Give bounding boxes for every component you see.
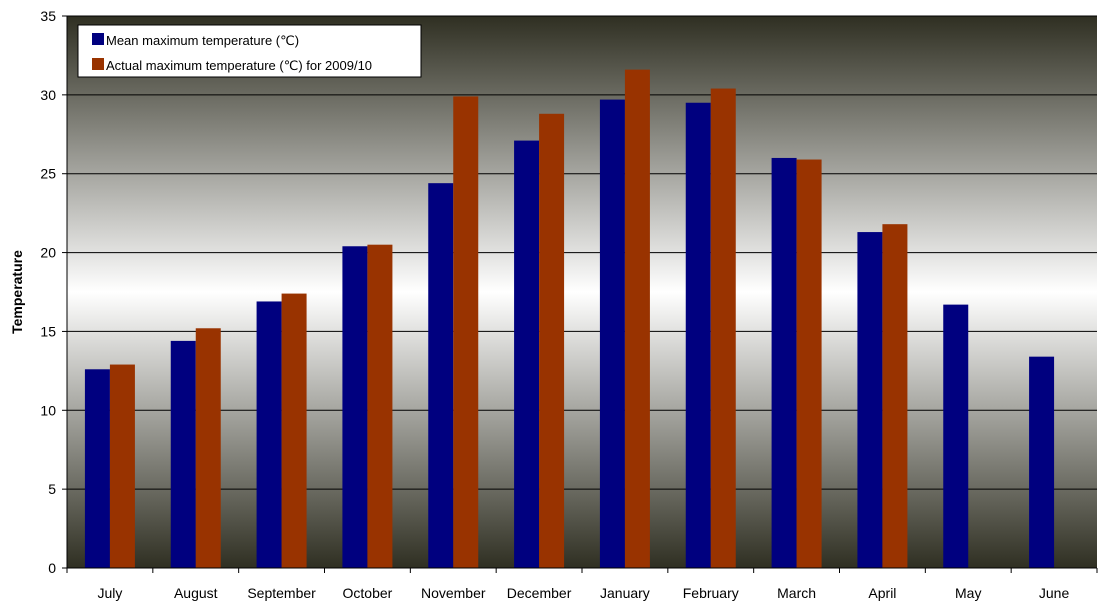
y-tick-label: 15 <box>40 323 56 339</box>
axes <box>62 15 1098 573</box>
x-tick-labels: July August September October November Decemb… <box>97 585 1069 601</box>
bar-mean-april <box>857 232 883 568</box>
plot-area <box>67 16 1097 568</box>
x-tick-label: November <box>421 585 486 601</box>
y-tick-label: 30 <box>40 87 56 103</box>
bar-mean-august <box>170 340 196 568</box>
bar-actual-july <box>109 364 135 568</box>
x-tick-label: March <box>777 585 816 601</box>
bar-actual-october <box>367 244 393 568</box>
legend-label-actual: Actual maximum temperature (℃) for 2009/… <box>106 58 372 73</box>
bar-mean-october <box>342 246 368 568</box>
bar-actual-november <box>453 96 479 568</box>
bar-mean-march <box>771 157 797 568</box>
gridlines <box>67 15 1097 490</box>
y-tick-label: 25 <box>40 166 56 182</box>
bar-actual-february <box>710 88 736 568</box>
bar-mean-february <box>685 102 711 568</box>
x-tick-label: February <box>683 585 739 601</box>
bar-mean-january <box>599 99 625 569</box>
y-axis-label: Temperature <box>9 250 25 334</box>
bar-mean-june <box>1029 356 1055 568</box>
y-tick-label: 5 <box>48 481 56 497</box>
x-tick-label: April <box>868 585 896 601</box>
x-tick-label: December <box>507 585 572 601</box>
legend-swatch-actual <box>92 58 104 70</box>
bar-mean-july <box>84 369 110 568</box>
bar-mean-september <box>256 301 282 568</box>
legend-swatch-mean <box>92 33 104 45</box>
bar-actual-march <box>796 159 822 568</box>
bar-actual-september <box>281 293 307 568</box>
bars <box>84 69 1055 569</box>
x-tick-label: May <box>955 585 981 601</box>
bar-mean-november <box>428 183 454 569</box>
y-tick-label: 0 <box>48 560 56 576</box>
bar-actual-august <box>195 328 221 568</box>
legend-label-mean: Mean maximum temperature (℃) <box>106 33 299 48</box>
bar-actual-december <box>539 113 565 568</box>
x-tick-label: June <box>1039 585 1070 601</box>
y-tick-label: 20 <box>40 245 56 261</box>
bar-mean-december <box>514 140 540 568</box>
x-tick-label: August <box>174 585 218 601</box>
legend: Mean maximum temperature (℃) Actual maxi… <box>77 24 422 78</box>
x-tick-label: September <box>247 585 316 601</box>
y-tick-label: 10 <box>40 402 56 418</box>
x-tick-label: July <box>97 585 122 601</box>
legend-box <box>77 24 422 78</box>
bar-actual-april <box>882 224 908 568</box>
x-tick-label: October <box>343 585 393 601</box>
x-tick-label: January <box>600 585 650 601</box>
y-tick-labels: 0 5 10 15 20 25 30 35 <box>40 8 56 576</box>
y-tick-label: 35 <box>40 8 56 24</box>
bar-mean-may <box>943 304 969 568</box>
bar-actual-january <box>624 69 650 568</box>
